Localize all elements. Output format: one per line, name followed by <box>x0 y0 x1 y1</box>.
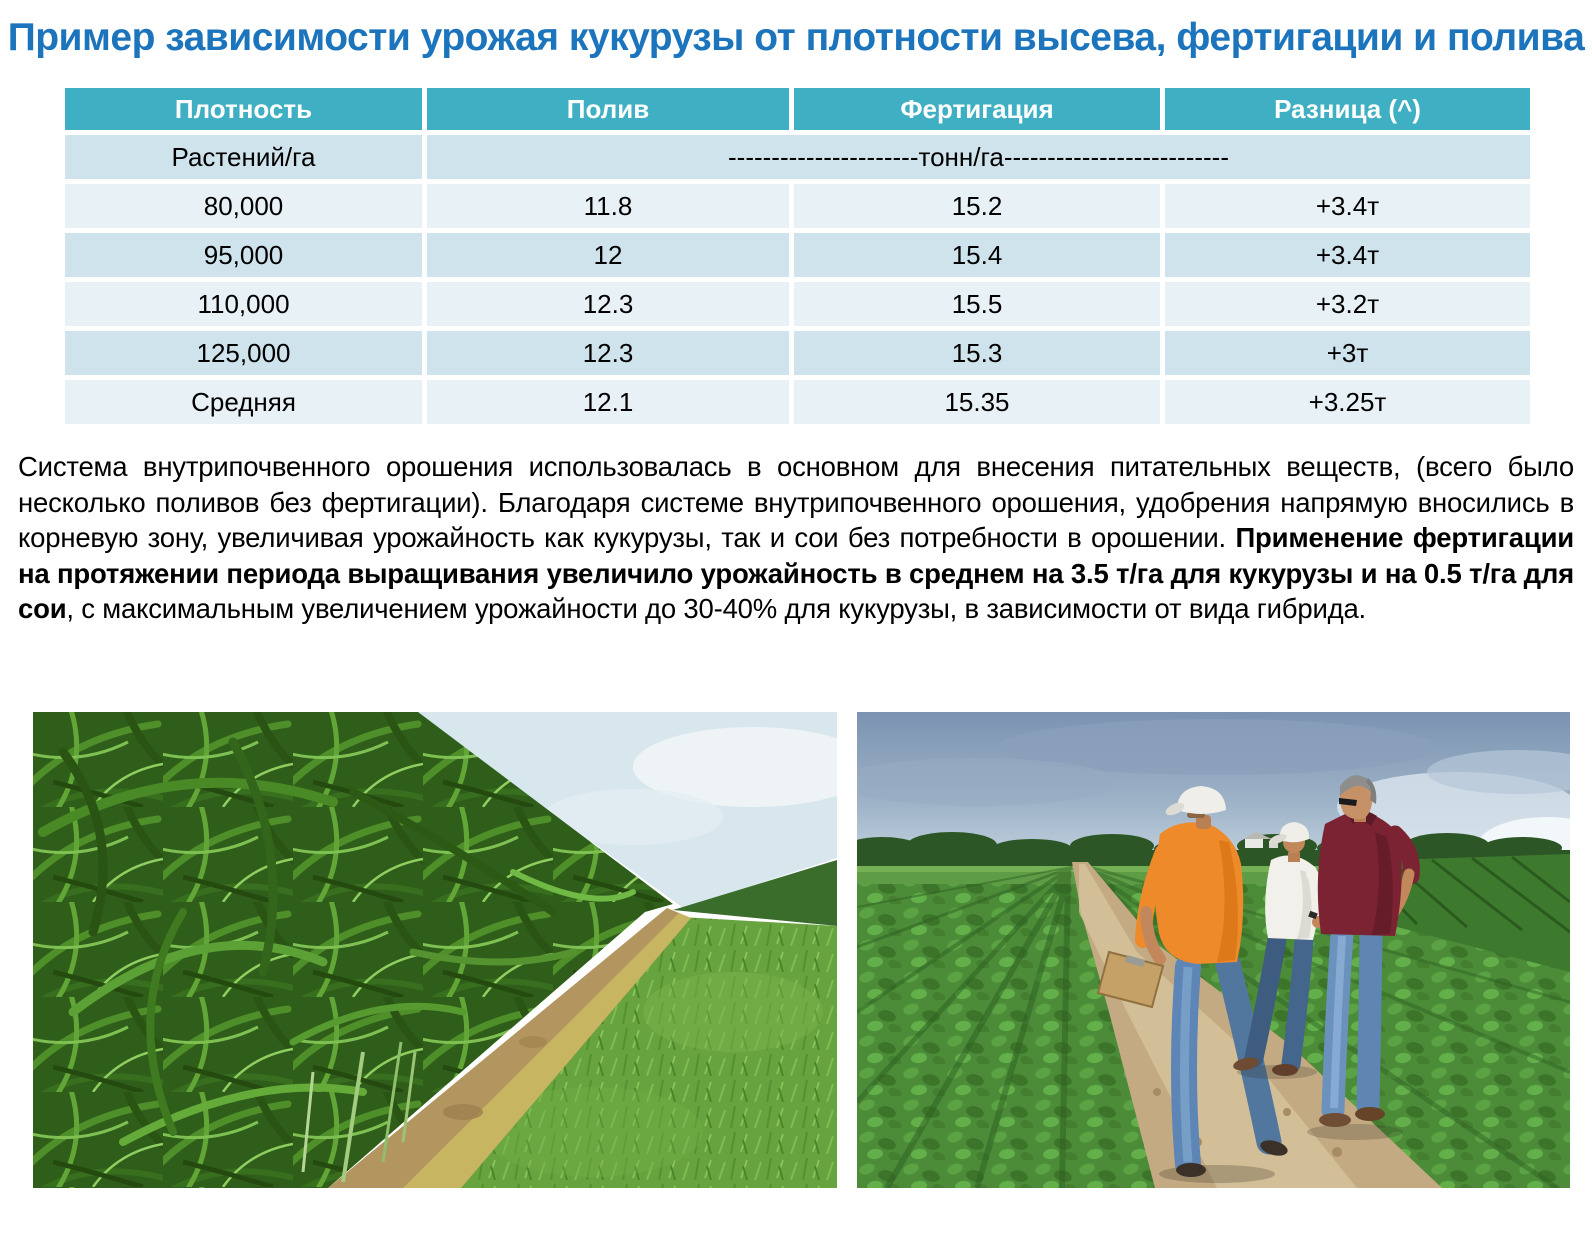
table-cell: +3.4т <box>1165 184 1530 228</box>
table-cell: 80,000 <box>65 184 422 228</box>
table-cell: +3.4т <box>1165 233 1530 277</box>
paragraph-text-normal-1: Система внутрипочвенного орошения исполь… <box>18 451 1574 553</box>
shoe <box>1260 1140 1288 1156</box>
shoe <box>1233 1057 1259 1071</box>
table-cell: 12.1 <box>427 380 789 424</box>
clipboard <box>1096 950 1165 1009</box>
col-header-irrigation: Полив <box>427 88 789 130</box>
person-orange-shirt <box>1096 786 1288 1183</box>
table-cell: +3т <box>1165 331 1530 375</box>
lawn <box>433 917 837 1188</box>
corn-mass <box>33 712 673 1188</box>
table-cell: 95,000 <box>65 233 422 277</box>
white-cap <box>1279 822 1310 843</box>
sky <box>413 712 837 908</box>
distant-treeline <box>673 860 837 926</box>
table-cell: +3.25т <box>1165 380 1530 424</box>
table-cell: 15.3 <box>794 331 1160 375</box>
field-inspection-photo <box>857 712 1570 1188</box>
col-header-difference: Разница (^) <box>1165 88 1530 130</box>
paragraph-text-bold: Применение фертигации на протяжении пери… <box>18 522 1574 624</box>
col-header-density: Плотность <box>65 88 422 130</box>
unit-cell-tonnes: ----------------------тонн/га-----------… <box>427 135 1530 179</box>
table-cell: 15.2 <box>794 184 1160 228</box>
table-cell: 11.8 <box>427 184 789 228</box>
white-cap <box>1177 786 1226 814</box>
shoe <box>1176 1163 1206 1177</box>
table-cell: 12.3 <box>427 282 789 326</box>
table-cell: 15.4 <box>794 233 1160 277</box>
table-cell: Средняя <box>65 380 422 424</box>
paragraph-text-normal-2: , с максимальным увеличением урожайности… <box>66 593 1366 624</box>
shoe <box>1272 1064 1298 1076</box>
page-title: Пример зависимости урожая кукурузы от пл… <box>7 16 1585 59</box>
shoe <box>1319 1113 1351 1127</box>
col-header-fertigation: Фертигация <box>794 88 1160 130</box>
table-cell: 12.3 <box>427 331 789 375</box>
shoe <box>1355 1107 1385 1121</box>
table-cell: 15.35 <box>794 380 1160 424</box>
yield-table: Плотность Полив Фертигация Разница (^) Р… <box>65 88 1530 424</box>
dirt-strip <box>328 908 691 1188</box>
table-cell: 12 <box>427 233 789 277</box>
corn-field-photo <box>33 712 837 1188</box>
table-cell: 125,000 <box>65 331 422 375</box>
person-maroon-shirt <box>1307 775 1420 1140</box>
farm-building <box>1245 839 1263 848</box>
unit-cell-density: Растений/га <box>65 135 422 179</box>
watch <box>1308 910 1318 920</box>
table-cell: +3.2т <box>1165 282 1530 326</box>
sunglasses <box>1339 798 1357 806</box>
body-paragraph: Система внутрипочвенного орошения исполь… <box>18 449 1574 627</box>
soybean-rows-left <box>857 865 1074 1188</box>
table-cell: 15.5 <box>794 282 1160 326</box>
table-cell: 110,000 <box>65 282 422 326</box>
